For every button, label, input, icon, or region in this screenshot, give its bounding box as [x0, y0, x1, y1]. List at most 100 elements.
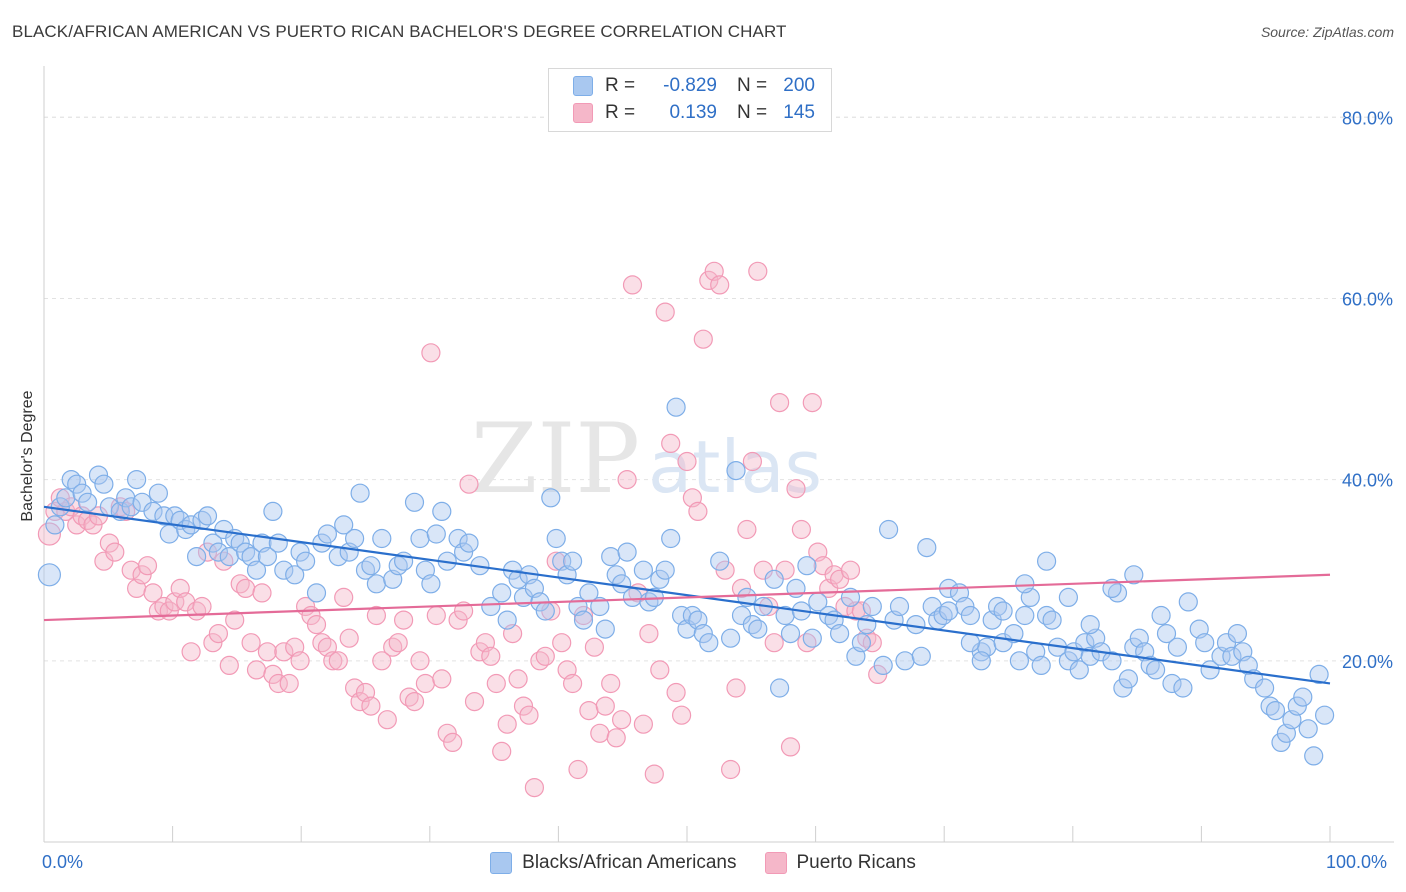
point-blacks	[666, 397, 686, 417]
point-puerto-ricans	[677, 451, 697, 472]
y-tick-labels: 20.0% 40.0% 60.0% 80.0%	[1342, 108, 1393, 672]
point-blacks	[1173, 678, 1193, 698]
point-puerto-ricans	[306, 614, 327, 635]
point-blacks	[1058, 587, 1079, 608]
point-blacks	[829, 623, 850, 644]
point-puerto-ricans	[290, 651, 310, 671]
point-blacks	[1124, 565, 1144, 585]
point-blacks	[361, 556, 381, 576]
n-label: N =	[737, 102, 768, 123]
point-puerto-ricans	[372, 651, 392, 671]
point-puerto-ricans	[415, 673, 435, 694]
legend-row-puerto-ricans: R = 0.139 N = 145	[573, 100, 815, 126]
point-puerto-ricans	[448, 610, 468, 630]
x-tick-label-max: 100.0%	[1326, 852, 1388, 872]
point-puerto-ricans	[562, 673, 583, 694]
point-blacks	[274, 560, 294, 580]
point-puerto-ricans	[339, 628, 359, 648]
point-puerto-ricans	[590, 723, 610, 743]
point-puerto-ricans	[334, 587, 354, 608]
point-puerto-ricans	[535, 646, 555, 666]
point-blacks	[208, 542, 228, 562]
watermark: ZIPatlas	[471, 403, 822, 515]
point-puerto-ricans	[464, 691, 485, 712]
point-puerto-ricans	[83, 515, 103, 535]
point-puerto-ricans	[181, 642, 201, 662]
point-blacks	[546, 528, 566, 549]
r-label: R =	[605, 75, 636, 96]
point-puerto-ricans	[584, 637, 605, 657]
point-puerto-ricans	[143, 583, 163, 603]
legend-label: Blacks/African Americans	[522, 852, 737, 873]
point-puerto-ricans	[67, 515, 87, 535]
point-blacks	[1222, 646, 1242, 666]
point-blacks	[748, 619, 768, 639]
point-blacks	[693, 623, 713, 644]
point-blacks	[94, 474, 114, 494]
point-blacks	[769, 678, 790, 698]
point-puerto-ricans	[546, 551, 566, 571]
point-blacks	[1036, 551, 1057, 571]
y-tick-label: 60.0%	[1342, 289, 1393, 309]
point-blacks	[1309, 664, 1329, 685]
point-puerto-ricans	[617, 470, 637, 490]
y-tick-label: 40.0%	[1342, 471, 1393, 491]
watermark-atlas: atlas	[648, 425, 822, 509]
point-blacks	[595, 619, 615, 639]
point-puerto-ricans	[274, 642, 294, 662]
point-puerto-ricans	[328, 651, 348, 671]
point-puerto-ricans	[606, 728, 626, 748]
source-label: Source: ZipAtlas.com	[1260, 24, 1394, 40]
point-blacks	[1042, 610, 1062, 630]
point-blacks	[971, 651, 991, 671]
point-blacks	[1293, 687, 1313, 707]
point-puerto-ricans	[568, 759, 588, 780]
point-blacks	[802, 628, 822, 648]
legend-swatch-pink	[573, 103, 593, 123]
point-puerto-ricans	[257, 642, 277, 662]
legend-swatch-blue	[573, 76, 593, 96]
point-puerto-ricans	[236, 578, 256, 599]
point-blacks	[1167, 637, 1188, 657]
point-blacks	[203, 533, 223, 553]
y-tick-label: 80.0%	[1342, 108, 1393, 128]
point-blacks	[268, 533, 288, 553]
point-blacks	[1145, 660, 1166, 680]
point-puerto-ricans	[263, 664, 283, 685]
point-puerto-ricans	[105, 542, 125, 562]
point-puerto-ricans	[492, 741, 512, 762]
point-blacks	[606, 565, 626, 585]
point-blacks	[1102, 578, 1122, 599]
point-blacks	[633, 560, 654, 580]
point-puerto-ricans	[486, 673, 506, 694]
point-blacks	[1298, 719, 1318, 739]
point-blacks	[917, 537, 937, 558]
point-blacks	[263, 501, 283, 521]
point-puerto-ricans	[225, 610, 245, 630]
point-blacks	[710, 551, 730, 571]
point-blacks	[72, 483, 92, 503]
point-puerto-ricans	[693, 329, 713, 349]
point-puerto-ricans	[197, 542, 218, 562]
point-puerto-ricans	[481, 646, 501, 666]
point-blacks	[617, 542, 637, 562]
trend-lines	[43, 505, 1331, 685]
point-puerto-ricans	[268, 673, 288, 694]
legend-row-blacks: R = -0.829 N = 200	[573, 73, 815, 99]
point-puerto-ricans	[601, 673, 621, 694]
point-blacks	[148, 483, 168, 503]
point-blacks	[590, 596, 610, 617]
point-blacks	[1015, 574, 1035, 594]
point-blacks	[345, 528, 365, 549]
point-puerto-ricans	[780, 737, 801, 757]
point-puerto-ricans	[323, 651, 343, 671]
point-puerto-ricans	[726, 678, 746, 698]
point-blacks	[655, 560, 675, 580]
legend-item-puerto-ricans: Puerto Ricans	[764, 852, 916, 874]
r-label: R =	[605, 102, 636, 123]
point-puerto-ricans	[639, 623, 659, 644]
point-blacks	[1265, 700, 1286, 721]
point-puerto-ricans	[437, 723, 457, 743]
point-puerto-ricans	[99, 533, 120, 553]
point-blacks	[1031, 655, 1051, 676]
